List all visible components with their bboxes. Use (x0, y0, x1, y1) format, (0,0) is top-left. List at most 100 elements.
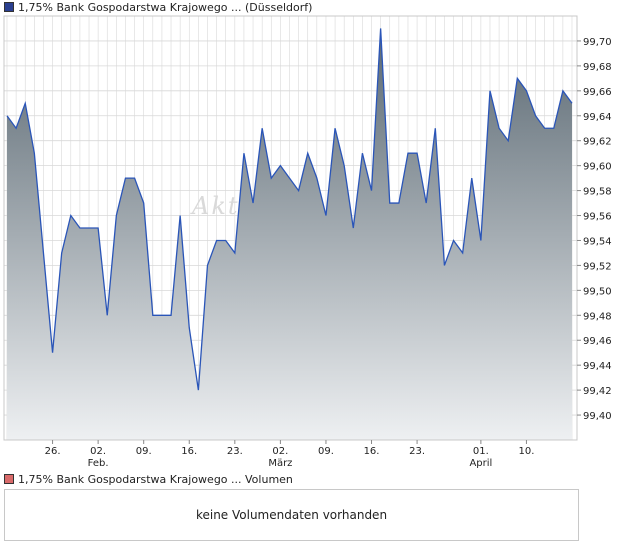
y-tick-label: 99,66 (583, 87, 612, 98)
data-point (42, 252, 44, 254)
data-point (425, 202, 427, 204)
y-tick-label: 99,52 (583, 261, 612, 272)
data-point (553, 127, 555, 129)
data-point (307, 152, 309, 154)
price-chart: Akt 99,4099,4299,4499,4699,4899,5099,529… (3, 15, 612, 469)
x-tick-label: 02. (272, 446, 288, 457)
data-point (152, 314, 154, 316)
data-point (334, 127, 336, 129)
x-tick-label: 26. (45, 446, 61, 457)
y-tick-label: 99,70 (583, 37, 612, 48)
data-point (471, 177, 473, 179)
data-point (398, 202, 400, 204)
data-point (370, 189, 372, 191)
data-point (179, 214, 181, 216)
data-point (297, 189, 299, 191)
data-point (51, 352, 53, 354)
data-point (489, 90, 491, 92)
x-tick-label: 01. (473, 446, 489, 457)
data-point (416, 152, 418, 154)
data-point (534, 115, 536, 117)
x-tick-month-label: Feb. (88, 458, 109, 469)
data-point (97, 227, 99, 229)
data-point (188, 327, 190, 329)
x-tick-month-label: März (268, 458, 292, 469)
x-tick-label: 16. (181, 446, 197, 457)
volume-legend: 1,75% Bank Gospodarstwa Krajowego ... Vo… (4, 472, 293, 486)
y-tick-label: 99,64 (583, 112, 612, 123)
data-point (124, 177, 126, 179)
data-point (325, 214, 327, 216)
data-point (562, 90, 564, 92)
x-tick-label: 10. (518, 446, 534, 457)
data-point (60, 252, 62, 254)
data-point (243, 152, 245, 154)
data-point (480, 239, 482, 241)
data-point (379, 27, 381, 29)
data-point (288, 177, 290, 179)
x-tick-month-label: April (469, 458, 492, 469)
data-point (252, 202, 254, 204)
data-point (361, 152, 363, 154)
volume-legend-swatch (4, 474, 14, 484)
data-point (461, 252, 463, 254)
data-point (443, 264, 445, 266)
data-point (407, 152, 409, 154)
price-legend-label: 1,75% Bank Gospodarstwa Krajowego ... (D… (18, 0, 313, 14)
data-point (225, 239, 227, 241)
data-point (215, 239, 217, 241)
y-tick-label: 99,44 (583, 361, 612, 372)
data-point (142, 202, 144, 204)
data-point (498, 127, 500, 129)
y-axis: 99,40 99,42 99,44 99,46 99,48 99,50 99,52 99,54… (577, 37, 612, 422)
watermark: Akt (190, 192, 240, 220)
y-tick-label: 99,40 (583, 411, 612, 422)
volume-empty-message: keine Volumendaten vorhanden (195, 508, 388, 522)
volume-panel: keine Volumendaten vorhanden (4, 489, 579, 541)
data-point (516, 77, 518, 79)
y-tick-label: 99,54 (583, 236, 612, 247)
data-point (234, 252, 236, 254)
y-tick-label: 99,68 (583, 62, 612, 73)
x-tick-label: 16. (364, 446, 380, 457)
data-point (206, 264, 208, 266)
data-point (525, 90, 527, 92)
data-point (24, 102, 26, 104)
volume-legend-label: 1,75% Bank Gospodarstwa Krajowego ... Vo… (18, 472, 293, 486)
price-legend: 1,75% Bank Gospodarstwa Krajowego ... (D… (4, 0, 312, 14)
price-area (7, 28, 572, 440)
x-tick-label: 23. (409, 446, 425, 457)
x-tick-label: 09. (318, 446, 334, 457)
x-tick-label: 02. (90, 446, 106, 457)
y-tick-label: 99,56 (583, 212, 612, 223)
data-point (543, 127, 545, 129)
x-tick-label: 23. (227, 446, 243, 457)
x-tick-label: 09. (136, 446, 152, 457)
data-point (79, 227, 81, 229)
y-tick-label: 99,50 (583, 286, 612, 297)
data-point (33, 152, 35, 154)
data-point (261, 127, 263, 129)
y-tick-label: 99,46 (583, 336, 612, 347)
data-point (133, 177, 135, 179)
data-point (434, 127, 436, 129)
y-tick-label: 99,62 (583, 137, 612, 148)
y-tick-label: 99,58 (583, 187, 612, 198)
data-point (197, 389, 199, 391)
data-point (170, 314, 172, 316)
y-tick-label: 99,48 (583, 311, 612, 322)
data-point (88, 227, 90, 229)
data-point (161, 314, 163, 316)
data-point (270, 177, 272, 179)
y-tick-label: 99,60 (583, 162, 612, 173)
data-point (106, 314, 108, 316)
price-legend-swatch (4, 2, 14, 12)
data-point (452, 239, 454, 241)
data-point (70, 214, 72, 216)
data-point (15, 127, 17, 129)
data-point (507, 140, 509, 142)
data-point (389, 202, 391, 204)
data-point (352, 227, 354, 229)
data-point (6, 115, 8, 117)
